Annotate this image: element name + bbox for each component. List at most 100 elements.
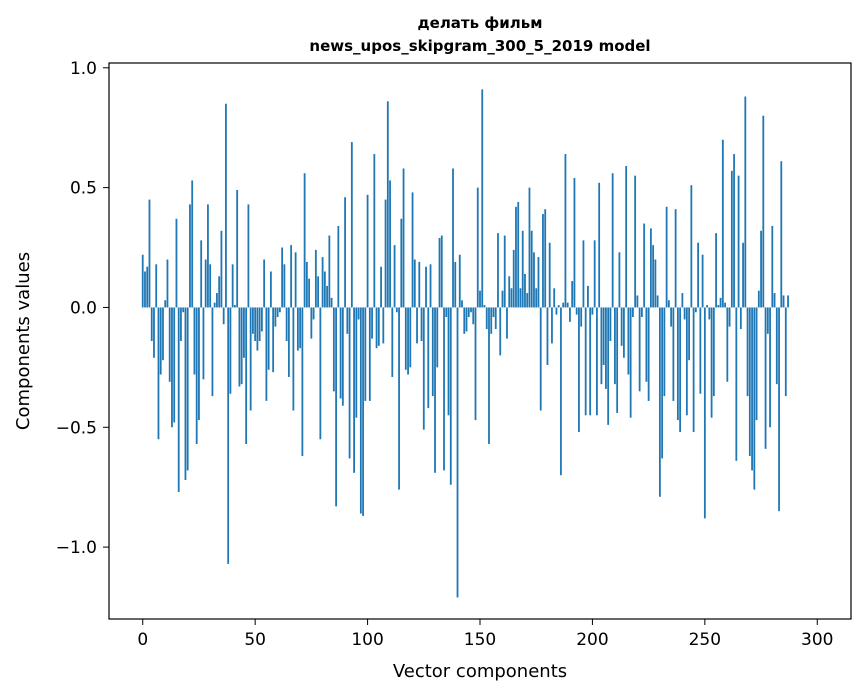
bar-component-167 [517,202,520,308]
bar-component-189 [566,302,569,308]
bar-component-243 [688,307,691,361]
bar-component-102 [371,307,373,339]
y-axis-ticks: −1.0 −0.5 0.0 0.5 1.0 [56,59,109,558]
bar-component-242 [685,307,688,416]
bar-component-160 [501,290,504,308]
bar-component-67 [292,307,295,411]
bar-component-35 [220,230,223,308]
bar-component-90 [344,197,346,308]
bar-component-246 [694,307,697,313]
bar-component-250 [703,307,706,519]
bar-component-229 [656,295,659,308]
bar-component-54 [263,259,266,308]
bar-component-109 [386,101,389,308]
bar-component-145 [467,307,470,318]
bar-component-77 [314,249,317,308]
y-axis-label: Components values [13,252,34,430]
bar-component-99 [364,307,367,401]
x-tick-label: 0 [137,630,148,650]
bar-component-65 [287,307,290,377]
bar-component-104 [375,307,378,349]
bar-component-163 [508,276,511,308]
bar-component-271 [751,307,753,471]
bar-component-224 [645,307,648,382]
y-tick-label: 1.0 [70,59,97,79]
bar-component-236 [672,307,675,401]
bar-component-262 [730,170,733,308]
bar-component-110 [389,180,391,308]
bar-component-44 [240,307,243,385]
bar-component-275 [760,230,762,308]
bar-component-106 [380,266,382,308]
bar-component-221 [638,307,641,392]
bar-component-287 [787,295,789,308]
bar-component-27 [202,307,205,380]
x-tick-label: 150 [464,630,496,650]
y-tick-label: 0.0 [70,298,97,318]
bar-component-123 [418,261,421,308]
bar-component-121 [413,259,416,308]
bar-component-203 [598,182,601,308]
bar-component-42 [236,190,239,308]
bar-component-230 [658,307,661,497]
x-axis-ticks: 0 50 100 150 200 250 300 [137,619,833,650]
bar-component-249 [701,254,704,308]
bar-component-111 [391,307,394,377]
bar-component-148 [474,307,477,421]
bar-component-169 [521,230,524,308]
bar-component-256 [717,305,720,308]
bar-component-126 [425,266,427,308]
bar-component-20 [186,307,189,471]
bar-component-232 [663,307,666,397]
bar-component-170 [524,273,526,308]
bar-component-234 [667,300,670,308]
bar-component-52 [258,307,261,341]
bar-component-266 [739,307,742,330]
bar-component-103 [373,154,376,308]
bar-component-214 [623,307,625,358]
bar-component-1 [144,271,146,308]
bar-component-92 [348,307,351,459]
bar-component-58 [272,307,275,373]
bar-component-193 [575,307,578,315]
bar-component-127 [427,307,430,409]
bar-component-83 [328,235,331,308]
bar-component-114 [398,307,400,490]
bar-component-107 [382,307,385,344]
bar-component-260 [726,307,729,382]
bar-component-57 [269,271,272,308]
bar-component-95 [355,307,358,418]
bar-component-45 [243,307,245,358]
bar-component-30 [209,264,212,308]
bar-component-268 [744,96,747,308]
bar-component-40 [231,264,234,308]
bar-component-223 [643,223,646,308]
bar-component-41 [234,305,236,308]
bar-component-37 [225,103,227,308]
bar-component-76 [312,307,315,320]
bar-component-187 [562,302,565,308]
bar-component-181 [548,242,551,308]
bar-component-134 [443,307,445,471]
bar-component-261 [728,307,731,327]
bar-component-50 [254,307,257,341]
bar-component-94 [353,307,355,473]
bar-component-140 [456,307,459,598]
y-tick-label: 0.5 [70,179,97,199]
bar-component-15 [175,218,178,308]
bar-component-220 [636,295,639,308]
bar-component-165 [512,249,515,308]
bar-component-281 [773,293,776,308]
bar-component-19 [184,307,187,480]
bar-component-31 [211,307,214,397]
bar-component-115 [400,218,403,308]
bar-component-113 [395,307,398,313]
bar-component-240 [681,293,684,308]
bar-component-182 [551,307,553,344]
bar-component-276 [762,115,765,308]
bar-component-141 [458,254,461,308]
bar-component-226 [649,228,652,308]
bar-component-46 [245,307,248,445]
bar-component-133 [440,235,443,308]
bars-group [141,89,789,598]
